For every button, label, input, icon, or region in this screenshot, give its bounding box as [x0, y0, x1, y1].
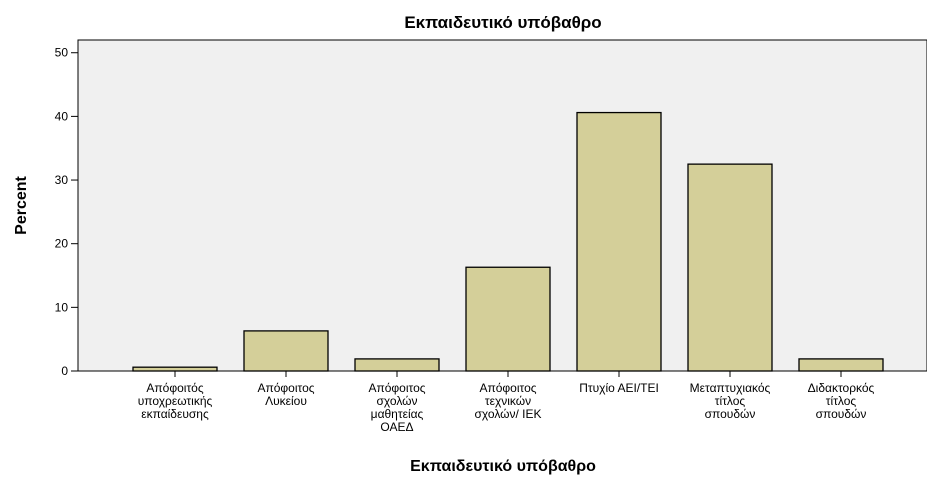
x-tick-label: Διδακτορκός τίτλος σπουδών: [808, 381, 875, 421]
bar: [576, 111, 662, 372]
x-tick-label: Απόφοιτος σχολών μαθητείας ΟΑΕΔ: [368, 381, 425, 434]
y-tick-label: 20: [55, 237, 69, 251]
x-tick-label-line: ΟΑΕΔ: [380, 420, 413, 434]
x-axis: Απόφοιτός υποχρεωτικής εκπαίδευσης Απόφοιτο…: [138, 371, 875, 434]
y-tick-label: 10: [55, 300, 69, 314]
x-tick-label-line: τίτλος: [715, 394, 746, 408]
bar: [243, 330, 329, 372]
x-axis-title: Εκπαιδευτικό υπόβαθρο: [410, 458, 596, 475]
x-tick-label: Πτυχίο ΑΕΙ/ΤΕΙ: [579, 381, 659, 395]
y-tick-label: 30: [55, 173, 69, 187]
x-tick-label-line: Διδακτορκός: [808, 381, 875, 395]
x-tick-label-line: τεχνικών: [485, 394, 531, 408]
x-tick-label-line: μαθητείας: [371, 407, 424, 421]
x-tick-label-line: υποχρεωτικής: [138, 394, 213, 408]
x-tick-label-line: σπουδών: [705, 407, 756, 421]
bar: [132, 366, 218, 372]
x-tick-label-line: Απόφοιτος: [257, 381, 314, 395]
x-tick-label-line: εκπαίδευσης: [141, 407, 209, 421]
bar: [354, 358, 440, 372]
x-tick-label-line: Απόφοιτος: [479, 381, 536, 395]
x-tick-label-line: Απόφοιτός: [146, 381, 203, 395]
x-tick-label: Απόφοιτος Λυκείου: [257, 381, 314, 408]
x-tick-label-line: τίτλος: [826, 394, 857, 408]
chart-title: Εκπαιδευτικό υπόβαθρο: [404, 13, 601, 32]
y-axis-title: Percent: [13, 175, 30, 234]
y-tick-label: 50: [55, 46, 69, 60]
x-tick-label-line: σχολών: [376, 394, 417, 408]
bar: [687, 163, 773, 372]
x-tick-label: Απόφοιτος τεχνικών σχολών/ ΙΕΚ: [474, 381, 541, 421]
bar: [798, 358, 884, 372]
y-axis: 0 10 20 30 40 50: [55, 46, 78, 378]
x-tick-label-line: Απόφοιτος: [368, 381, 425, 395]
bar: [465, 266, 551, 372]
x-tick-label: Μεταπτυχιακός τίτλος σπουδών: [690, 381, 771, 421]
x-tick-label-line: Λυκείου: [265, 394, 307, 408]
x-tick-label-line: σχολών/ ΙΕΚ: [474, 407, 541, 421]
y-tick-label: 40: [55, 109, 69, 123]
x-tick-label-line: Πτυχίο ΑΕΙ/ΤΕΙ: [579, 381, 659, 395]
y-tick-label: 0: [61, 364, 68, 378]
x-tick-label-line: σπουδών: [816, 407, 867, 421]
x-tick-label: Απόφοιτός υποχρεωτικής εκπαίδευσης: [138, 381, 213, 421]
x-tick-label-line: Μεταπτυχιακός: [690, 381, 771, 395]
bar-series: [132, 111, 884, 372]
